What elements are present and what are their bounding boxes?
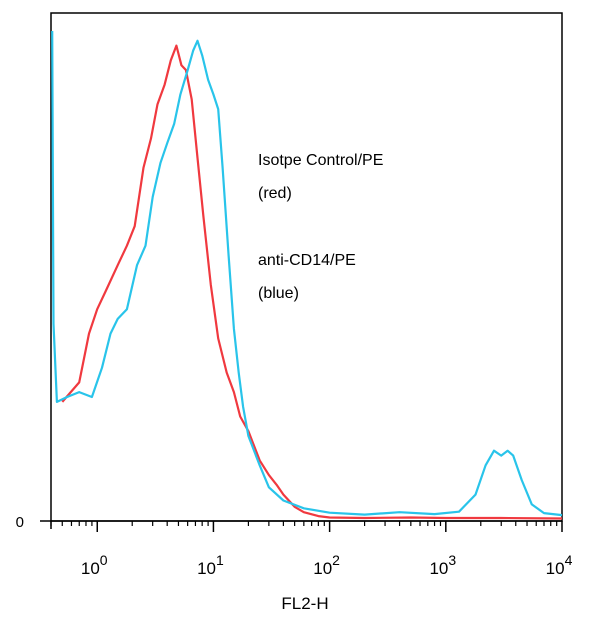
x-axis: 100 101 102 103 104 <box>40 520 573 578</box>
series-line-2 <box>51 30 563 517</box>
series-layer <box>51 30 563 520</box>
x-tick-label: 101 <box>197 552 224 578</box>
legend-isotype-title: Isotpe Control/PE <box>258 152 383 169</box>
y-zero-tick-label: 0 <box>16 514 24 531</box>
legend-cd14-title: anti-CD14/PE <box>258 252 356 269</box>
x-tick-label: 100 <box>81 552 108 578</box>
x-tick-label: 103 <box>429 552 456 578</box>
legend-isotype-color: (red) <box>258 185 292 202</box>
series-line-1 <box>61 44 563 520</box>
x-tick-label: 104 <box>546 552 573 578</box>
legend-cd14-color: (blue) <box>258 285 299 302</box>
x-tick-label: 102 <box>313 552 340 578</box>
x-axis-label: FL2-H <box>281 594 328 613</box>
